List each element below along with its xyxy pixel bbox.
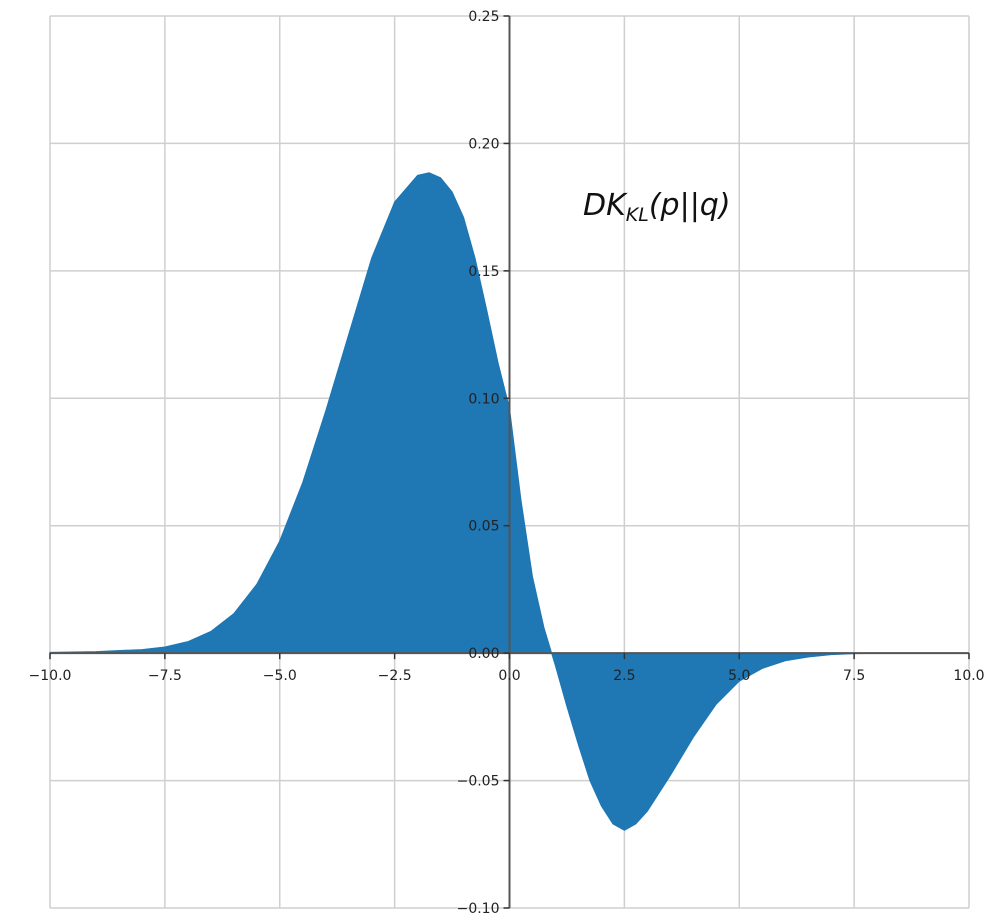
x-tick-label-8: 10.0 [953, 668, 984, 684]
annotation-subscript: KL [626, 204, 649, 226]
x-tick-label-2: −5.0 [263, 668, 297, 684]
x-tick-label-5: 2.5 [613, 668, 635, 684]
x-axis-ticks: −10.0 −7.5 −5.0 −2.5 0.0 2.5 5.0 7.5 10.0 [29, 653, 985, 684]
y-tick-label-0: −0.10 [457, 901, 500, 917]
x-tick-label-7: 7.5 [843, 668, 865, 684]
kl-divergence-annotation: DKKL(p||q) [583, 188, 731, 226]
x-tick-label-0: −10.0 [29, 668, 72, 684]
annotation-rest: (p||q) [649, 188, 731, 223]
y-axis-ticks: −0.10 −0.05 0.00 0.05 0.10 0.15 0.20 0.25 [457, 9, 510, 917]
y-tick-label-6: 0.20 [468, 136, 499, 152]
y-tick-label-5: 0.15 [468, 264, 499, 280]
y-tick-label-4: 0.10 [468, 391, 499, 407]
y-tick-label-7: 0.25 [468, 9, 499, 25]
axis-spines [50, 16, 969, 908]
y-tick-label-1: −0.05 [457, 774, 500, 790]
y-tick-label-3: 0.05 [468, 519, 499, 535]
y-tick-label-2: 0.00 [468, 646, 499, 662]
x-tick-label-1: −7.5 [148, 668, 182, 684]
x-tick-label-4: 0.0 [498, 668, 520, 684]
x-tick-label-3: −2.5 [378, 668, 412, 684]
annotation-main: DK [583, 188, 628, 223]
x-tick-label-6: 5.0 [728, 668, 750, 684]
